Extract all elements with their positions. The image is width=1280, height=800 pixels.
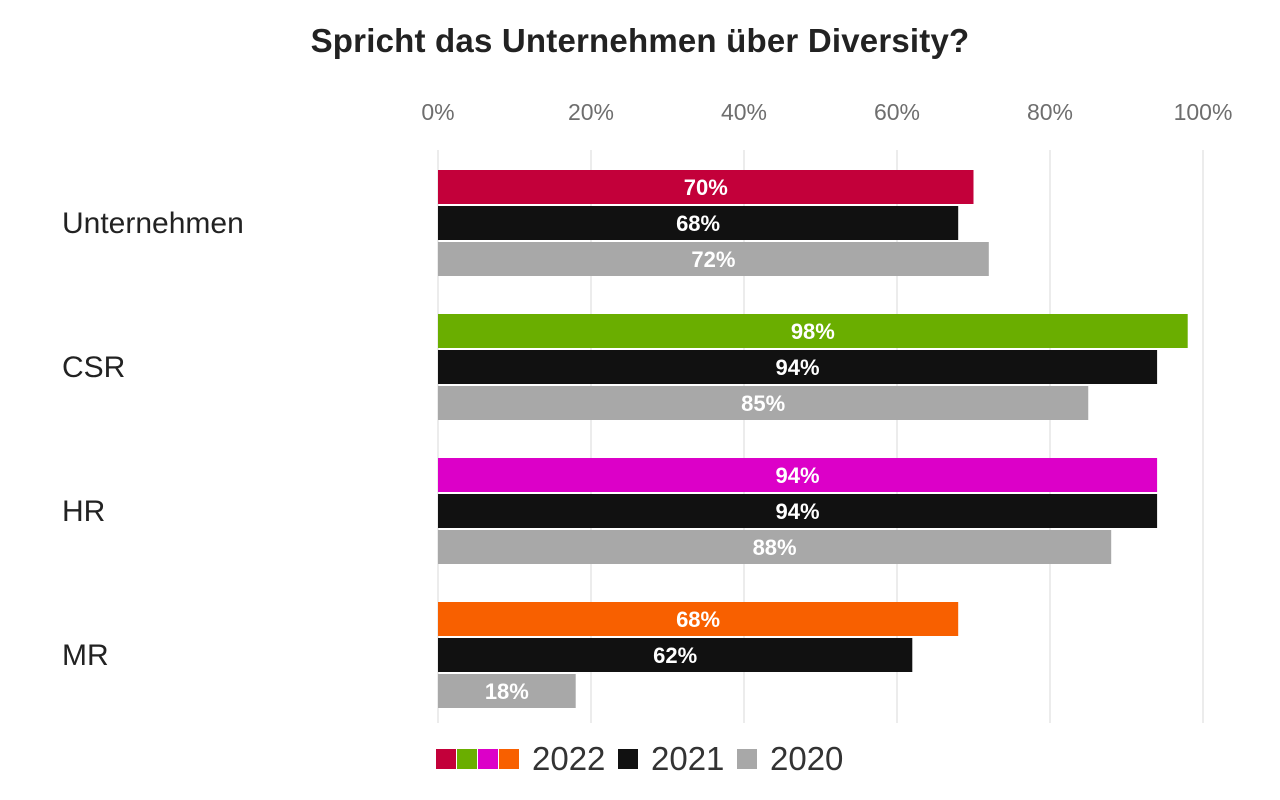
category-labels: Unternehmen CSR HR MR [62,207,244,672]
legend-swatch [436,749,456,769]
bar-2020-csr [438,386,1089,420]
category-label: MR [62,639,109,672]
data-label: 94% [776,463,820,488]
data-label: 85% [741,391,785,416]
data-label: 68% [676,211,720,236]
legend-swatch [499,749,519,769]
x-tick-label: 40% [721,99,767,125]
bar-2021-hr [438,494,1158,528]
legend-label: 2021 [651,740,724,777]
x-tick-label: 60% [874,99,920,125]
bar-2022-hr [438,458,1158,492]
bar-2021-csr [438,350,1158,384]
legend-swatch [618,749,638,769]
data-label: 94% [776,499,820,524]
bar-2021-unternehmen [438,206,959,240]
data-label: 68% [676,607,720,632]
data-label: 18% [485,679,529,704]
category-label: CSR [62,351,125,384]
data-label: 70% [684,175,728,200]
data-label: 72% [691,247,735,272]
x-tick-label: 20% [568,99,614,125]
category-label: HR [62,495,105,528]
bars [438,170,1188,708]
data-labels: 70% 68% 72% 98% 94% 85% 94% 94% 88% 68% 62% 18% [485,175,835,704]
x-tick-label: 80% [1027,99,1073,125]
legend-label: 2020 [770,740,843,777]
bar-2021-mr [438,638,913,672]
data-label: 88% [753,535,797,560]
bar-2022-csr [438,314,1188,348]
legend-swatch [478,749,498,769]
legend-swatch [737,749,757,769]
x-tick-label: 100% [1174,99,1233,125]
chart-title: Spricht das Unternehmen über Diversity? [310,22,970,59]
bar-2020-unternehmen [438,242,989,276]
data-label: 94% [776,355,820,380]
bar-2022-mr [438,602,959,636]
category-label: Unternehmen [62,207,244,240]
legend-swatch [457,749,477,769]
legend: 2022 2021 2020 [436,740,843,777]
bar-2020-mr [438,674,576,708]
x-axis-ticks: 0% 20% 40% 60% 80% 100% [421,99,1232,125]
x-tick-label: 0% [421,99,454,125]
legend-label: 2022 [532,740,605,777]
data-label: 62% [653,643,697,668]
bar-2020-hr [438,530,1112,564]
bar-2022-unternehmen [438,170,974,204]
data-label: 98% [791,319,835,344]
